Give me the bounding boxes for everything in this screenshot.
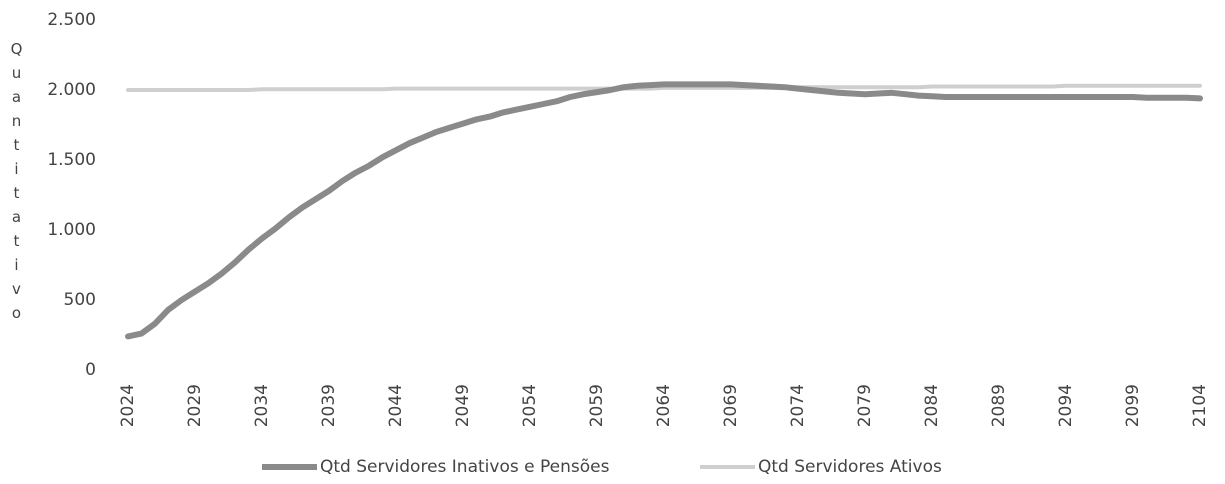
x-tick-label: 2074: [788, 384, 808, 427]
x-tick-label: 2064: [654, 384, 674, 427]
x-tick-label: 2089: [989, 384, 1009, 427]
legend-label: Qtd Servidores Inativos e Pensões: [320, 457, 610, 477]
x-tick-label: 2049: [453, 384, 473, 427]
x-tick-label: 2084: [922, 384, 942, 427]
y-tick-label: 2.000: [47, 80, 96, 100]
x-tick-label: 2039: [319, 384, 339, 427]
y-tick-label: 1.000: [47, 220, 96, 240]
x-tick-label: 2029: [185, 384, 205, 427]
x-tick-label: 2104: [1190, 384, 1210, 427]
series-line: [125, 81, 1203, 340]
y-tick-label: 0: [85, 360, 96, 380]
x-tick-label: 2054: [520, 384, 540, 427]
x-tick-label: 2069: [721, 384, 741, 427]
y-tick-label: 1.500: [47, 150, 96, 170]
x-tick-label: 2079: [855, 384, 875, 427]
y-tick-label: 2.500: [47, 10, 96, 30]
legend-label: Qtd Servidores Ativos: [758, 457, 942, 477]
y-axis-label: Quantitativo: [8, 40, 26, 328]
y-tick-label: 500: [64, 290, 96, 310]
x-tick-label: 2059: [587, 384, 607, 427]
x-tick-label: 2034: [252, 384, 272, 427]
x-tick-label: 2044: [386, 384, 406, 427]
x-tick-label: 2099: [1123, 384, 1143, 427]
x-tick-label: 2024: [118, 384, 138, 427]
x-tick-label: 2094: [1056, 384, 1076, 427]
series-line: [126, 83, 1202, 92]
